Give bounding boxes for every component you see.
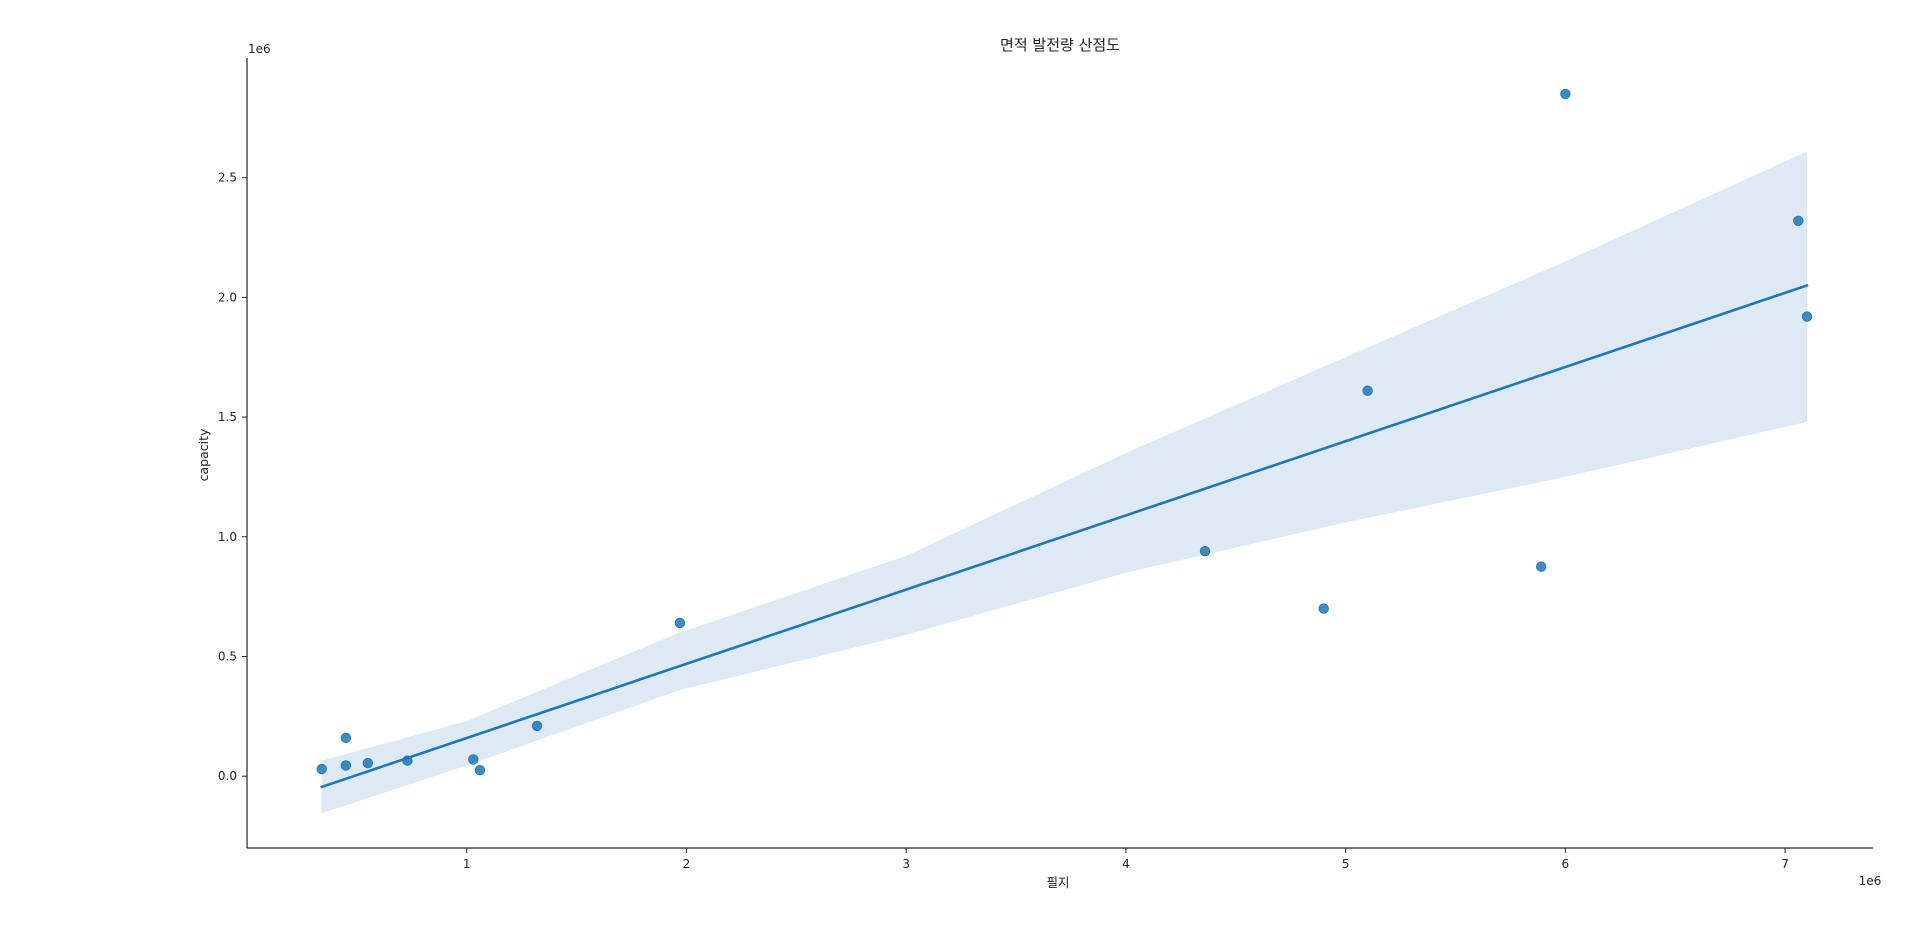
x-tick-label: 1 bbox=[463, 857, 471, 871]
data-point bbox=[1801, 311, 1813, 322]
y-tick-label: 1.0 bbox=[218, 530, 237, 544]
data-point bbox=[1793, 215, 1804, 226]
data-point bbox=[1318, 603, 1329, 614]
x-axis-label: 필지 bbox=[1046, 875, 1069, 890]
x-tick-label: 3 bbox=[902, 857, 910, 871]
x-tick-label: 5 bbox=[1342, 857, 1350, 871]
data-point bbox=[362, 757, 374, 769]
x-axis-offset-label: 1e6 bbox=[1859, 874, 1882, 888]
data-point bbox=[1362, 385, 1373, 396]
data-point bbox=[468, 754, 479, 765]
data-point bbox=[1536, 561, 1547, 572]
data-point bbox=[531, 720, 543, 732]
y-axis-label: capacity bbox=[196, 428, 211, 481]
data-point bbox=[1560, 88, 1571, 100]
data-point bbox=[402, 755, 413, 766]
y-tick-label: 1.5 bbox=[218, 410, 237, 424]
y-axis-offset-label: 1e6 bbox=[248, 42, 271, 56]
x-tick-label: 2 bbox=[683, 857, 691, 871]
regression-line bbox=[320, 284, 1809, 789]
data-point bbox=[340, 760, 352, 771]
confidence-band bbox=[321, 151, 1808, 814]
data-points bbox=[316, 88, 1813, 776]
data-point bbox=[340, 732, 352, 744]
data-point bbox=[316, 763, 327, 775]
y-tick-label: 2.5 bbox=[218, 171, 237, 185]
regression-line-group bbox=[320, 284, 1809, 789]
axes: 1 2 3 4 5 6 7 0.0 0.5 1.0 1.5 2.0 2.5 bbox=[218, 58, 1873, 871]
y-tick-label: 2.0 bbox=[218, 290, 237, 304]
confidence-band-area bbox=[321, 151, 1808, 814]
y-tick-label: 0.0 bbox=[218, 769, 237, 783]
data-point bbox=[1199, 545, 1211, 557]
y-tick-label: 0.5 bbox=[218, 649, 237, 663]
x-tick-label: 7 bbox=[1781, 857, 1789, 871]
data-point bbox=[674, 617, 686, 629]
data-point bbox=[474, 764, 486, 776]
x-tick-label: 6 bbox=[1562, 857, 1570, 871]
chart-title: 면적 발전량 산점도 bbox=[1000, 36, 1120, 54]
x-tick-label: 4 bbox=[1122, 857, 1130, 871]
